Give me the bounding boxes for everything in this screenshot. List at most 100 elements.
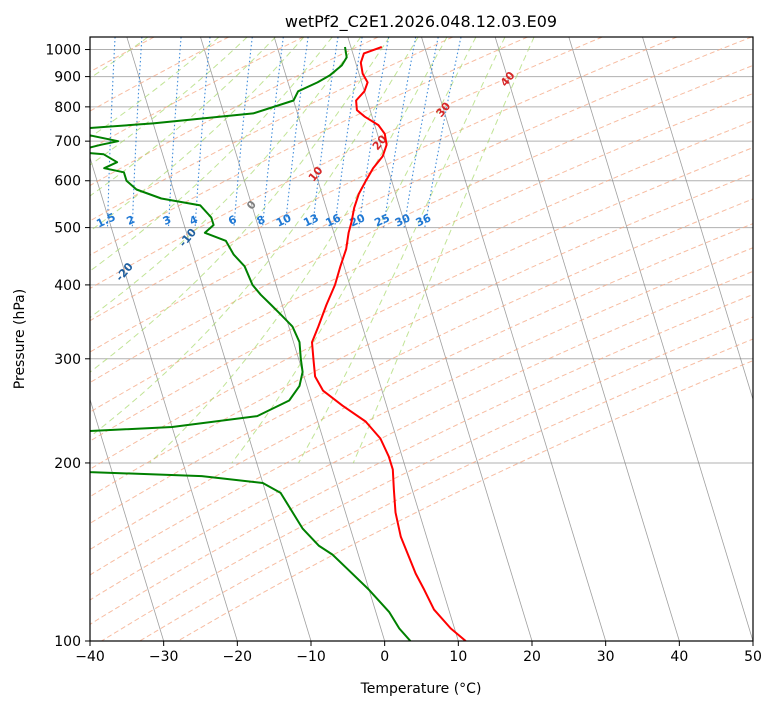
mixing-ratio-label: 16 [323, 211, 343, 229]
isotherm-label: -40 [0, 332, 11, 356]
x-tick-label: −10 [296, 649, 326, 665]
x-tick-label: 50 [744, 649, 762, 665]
chart-title: wetPf2_C2E1.2026.048.12.03.E09 [285, 12, 557, 32]
axes: −40 −30 −20 −10 0 10 20 30 40 50 100 200 300 400 500 60… [45, 43, 762, 665]
moist-adiabat [298, 37, 506, 464]
dry-adiabat [101, 316, 753, 641]
y-tick-label: 300 [54, 352, 81, 368]
dry-adiabat [90, 37, 454, 222]
dry-adiabat [139, 338, 753, 641]
mixing-ratio-line [1, 37, 2, 228]
dry-adiabat [90, 147, 753, 470]
moist-adiabat [90, 37, 305, 232]
y-tick-label: 200 [54, 456, 81, 472]
x-axis-label: Temperature (°C) [360, 681, 482, 697]
isotherm-line [494, 37, 680, 641]
moist-adiabat [90, 37, 149, 79]
isotherm-line [347, 37, 533, 641]
dry-adiabat [177, 360, 753, 641]
dry-adiabat [90, 37, 752, 353]
moist-adiabat [231, 37, 477, 464]
dry-adiabat [90, 37, 304, 150]
moist-adiabat [352, 37, 535, 464]
mixing-ratio-line [131, 37, 143, 228]
x-tick-label: 40 [670, 649, 688, 665]
dry-adiabat [0, 37, 5, 641]
mixing-ratio-line [334, 37, 363, 228]
dry-adiabat [90, 37, 678, 322]
x-tick-label: −20 [223, 649, 253, 665]
mixing-ratio-line [311, 37, 339, 228]
mixing-ratio-line [261, 37, 284, 228]
x-tick-label: 30 [597, 649, 615, 665]
mixing-ratio-label: 25 [372, 211, 391, 229]
mixing-ratio-label: 10 [274, 211, 294, 229]
mixing-ratio-label: 6 [226, 213, 239, 228]
y-tick-label: 900 [54, 70, 81, 86]
dry-adiabat [90, 92, 753, 413]
mixing-ratio-line [233, 37, 253, 228]
mixing-ratio-line [403, 37, 439, 228]
y-tick-label: 800 [54, 100, 81, 116]
y-tick-label: 500 [54, 221, 81, 237]
mixing-ratio-label: 0.6 [20, 210, 43, 230]
dry-adiabat [90, 37, 229, 112]
mixing-ratio-line [106, 37, 116, 228]
mixing-ratio-line [167, 37, 182, 228]
moist-adiabat [90, 37, 419, 438]
plot-frame [89, 36, 754, 642]
y-tick-label: 1000 [45, 43, 81, 59]
reference-lines [0, 37, 753, 641]
mixing-ratio-label: 3 [161, 213, 173, 228]
isotherm-line [273, 37, 459, 641]
moist-adiabat [149, 37, 448, 464]
mixing-ratio-line [194, 37, 211, 228]
x-tick-label: −40 [75, 649, 105, 665]
y-axis-label: Pressure (hPa) [12, 289, 28, 389]
isotherm-line [568, 37, 753, 641]
y-tick-label: 700 [54, 134, 81, 150]
moist-adiabat [90, 37, 220, 138]
mixing-ratio-label: 30 [393, 211, 413, 229]
moist-adiabat [90, 37, 390, 373]
dry-adiabat [90, 37, 379, 187]
isotherm-line [421, 37, 607, 641]
isotherm-label: -30 [50, 295, 73, 319]
isotherm-line [200, 37, 386, 641]
x-tick-label: 20 [523, 649, 541, 665]
dry-adiabat [90, 37, 603, 290]
mixing-ratio-label: 2 [125, 213, 137, 228]
dewpoint-series-line [90, 46, 412, 641]
mixing-ratio-label: 36 [414, 211, 434, 229]
dry-adiabat [90, 270, 753, 601]
dry-adiabat [90, 64, 753, 384]
mixing-ratio-label: 0.4 [0, 210, 13, 230]
moist-adiabat [90, 37, 333, 272]
dry-adiabat [90, 198, 753, 524]
isotherm-line [90, 156, 238, 641]
x-tick-label: 0 [380, 649, 389, 665]
isotherm-line [642, 37, 753, 401]
dry-adiabat [90, 120, 753, 442]
temperature-series-line [311, 46, 467, 641]
isotherm-label: 30 [433, 99, 453, 119]
mixing-ratio-label: 8 [255, 213, 267, 228]
dry-adiabat [90, 223, 753, 551]
moist-adiabat [90, 37, 276, 197]
moist-adiabat [90, 37, 362, 319]
dry-adiabat [90, 172, 753, 498]
mixing-ratio-label: 13 [301, 211, 320, 229]
mixing-ratio-line [284, 37, 309, 228]
mixing-ratio-label: 4 [187, 213, 200, 228]
dry-adiabat [90, 247, 753, 576]
y-tick-label: 600 [54, 174, 81, 190]
series-layer [90, 46, 467, 641]
x-tick-label: 10 [449, 649, 467, 665]
mixing-ratio-line [33, 37, 35, 228]
y-tick-label: 400 [54, 278, 81, 294]
isotherm-label: 40 [498, 69, 518, 89]
mixing-ratio-line [74, 37, 79, 228]
x-tick-label: −30 [149, 649, 179, 665]
isotherm-line [90, 398, 165, 641]
y-tick-label: 100 [54, 634, 81, 650]
